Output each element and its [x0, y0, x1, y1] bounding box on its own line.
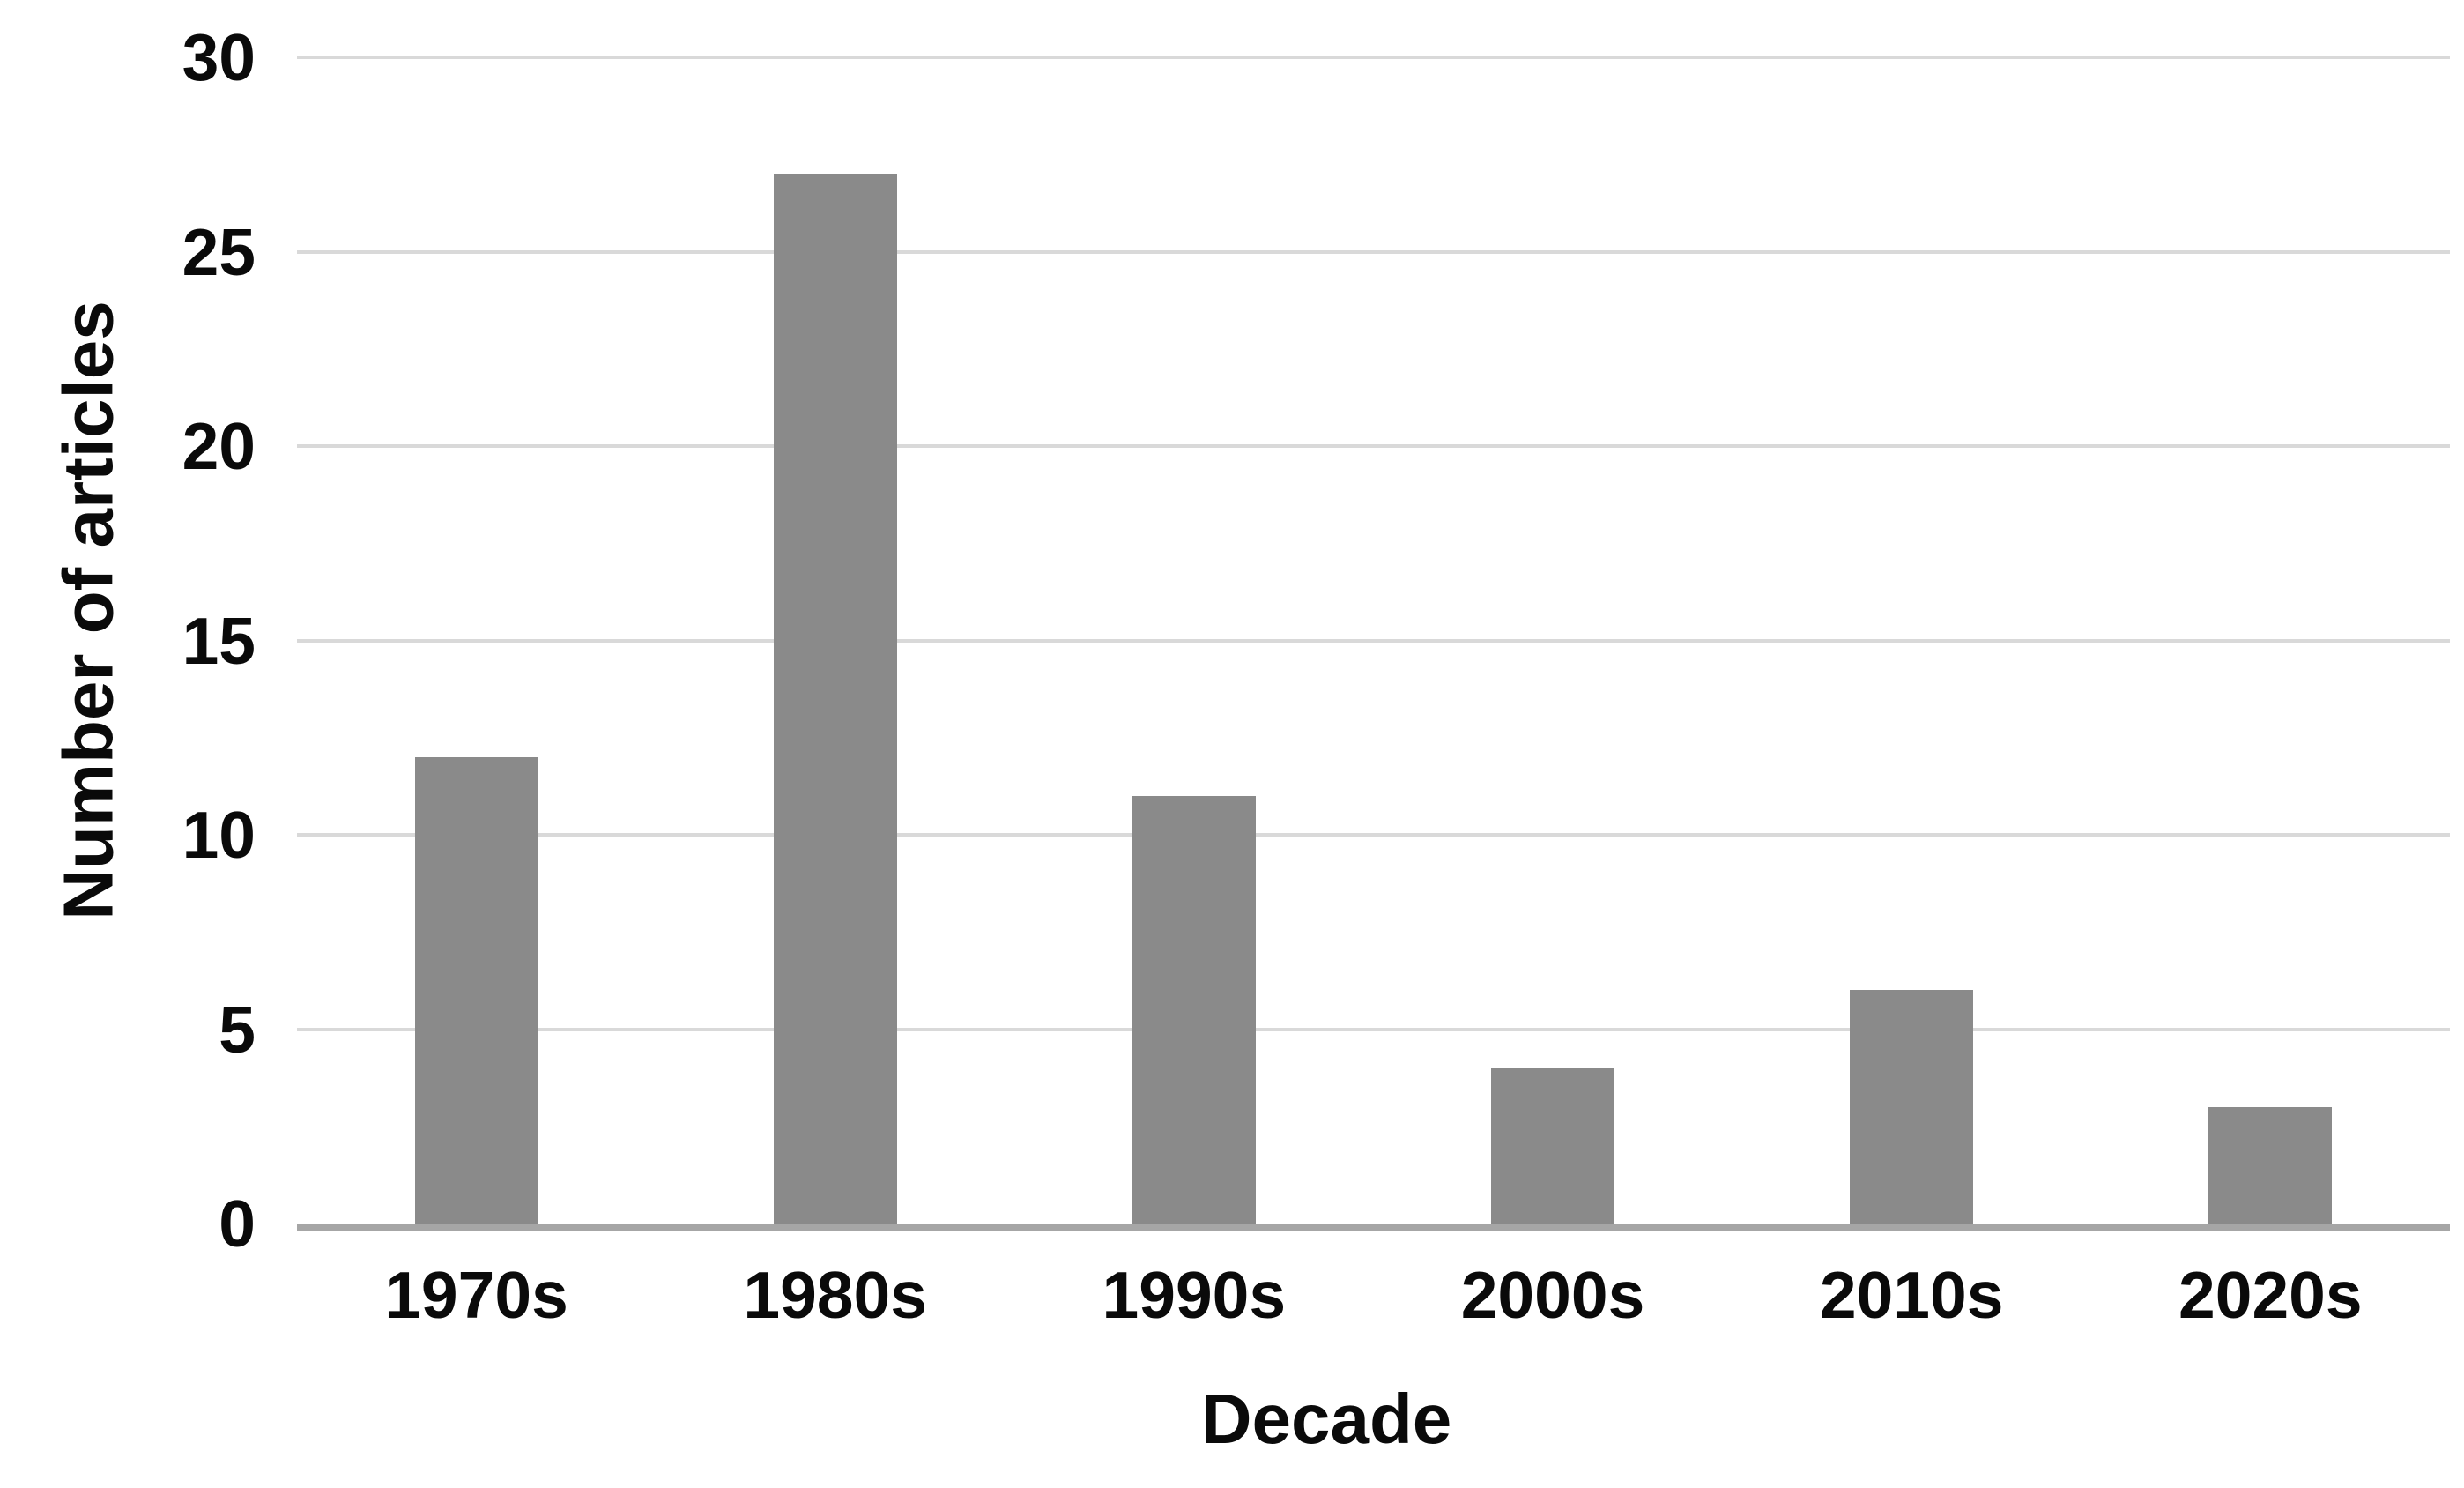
bar-1970s	[414, 756, 538, 1224]
gridline-y-30	[297, 56, 2450, 59]
y-tick-label-20: 20	[182, 409, 256, 483]
y-tick-label-15: 15	[182, 603, 256, 678]
x-tick-label-1990s: 1990s	[1102, 1258, 1287, 1332]
bar-1990s	[1132, 795, 1256, 1224]
gridline-y-20	[297, 444, 2450, 448]
x-tick-label-2020s: 2020s	[2178, 1258, 2363, 1332]
gridline-y-5	[297, 1027, 2450, 1031]
y-tick-label-30: 30	[182, 20, 256, 94]
x-tick-label-2010s: 2010s	[1819, 1258, 2004, 1332]
bar-1980s	[773, 174, 897, 1224]
gridline-y-10	[297, 833, 2450, 837]
x-tick-label-1980s: 1980s	[743, 1258, 927, 1332]
x-axis-title: Decade	[1200, 1380, 1452, 1458]
y-tick-label-10: 10	[182, 798, 256, 872]
bar-2000s	[1491, 1068, 1615, 1224]
bar-2020s	[2208, 1106, 2333, 1224]
y-tick-label-0: 0	[219, 1187, 256, 1261]
plot-area	[297, 56, 2450, 1231]
y-tick-label-5: 5	[219, 992, 256, 1067]
gridline-y-15	[297, 638, 2450, 643]
x-tick-label-1970s: 1970s	[384, 1258, 568, 1332]
gridline-y-25	[297, 249, 2450, 254]
y-tick-label-25: 25	[182, 214, 256, 289]
bar-2010s	[1850, 990, 1974, 1224]
x-tick-label-2000s: 2000s	[1460, 1258, 1645, 1332]
